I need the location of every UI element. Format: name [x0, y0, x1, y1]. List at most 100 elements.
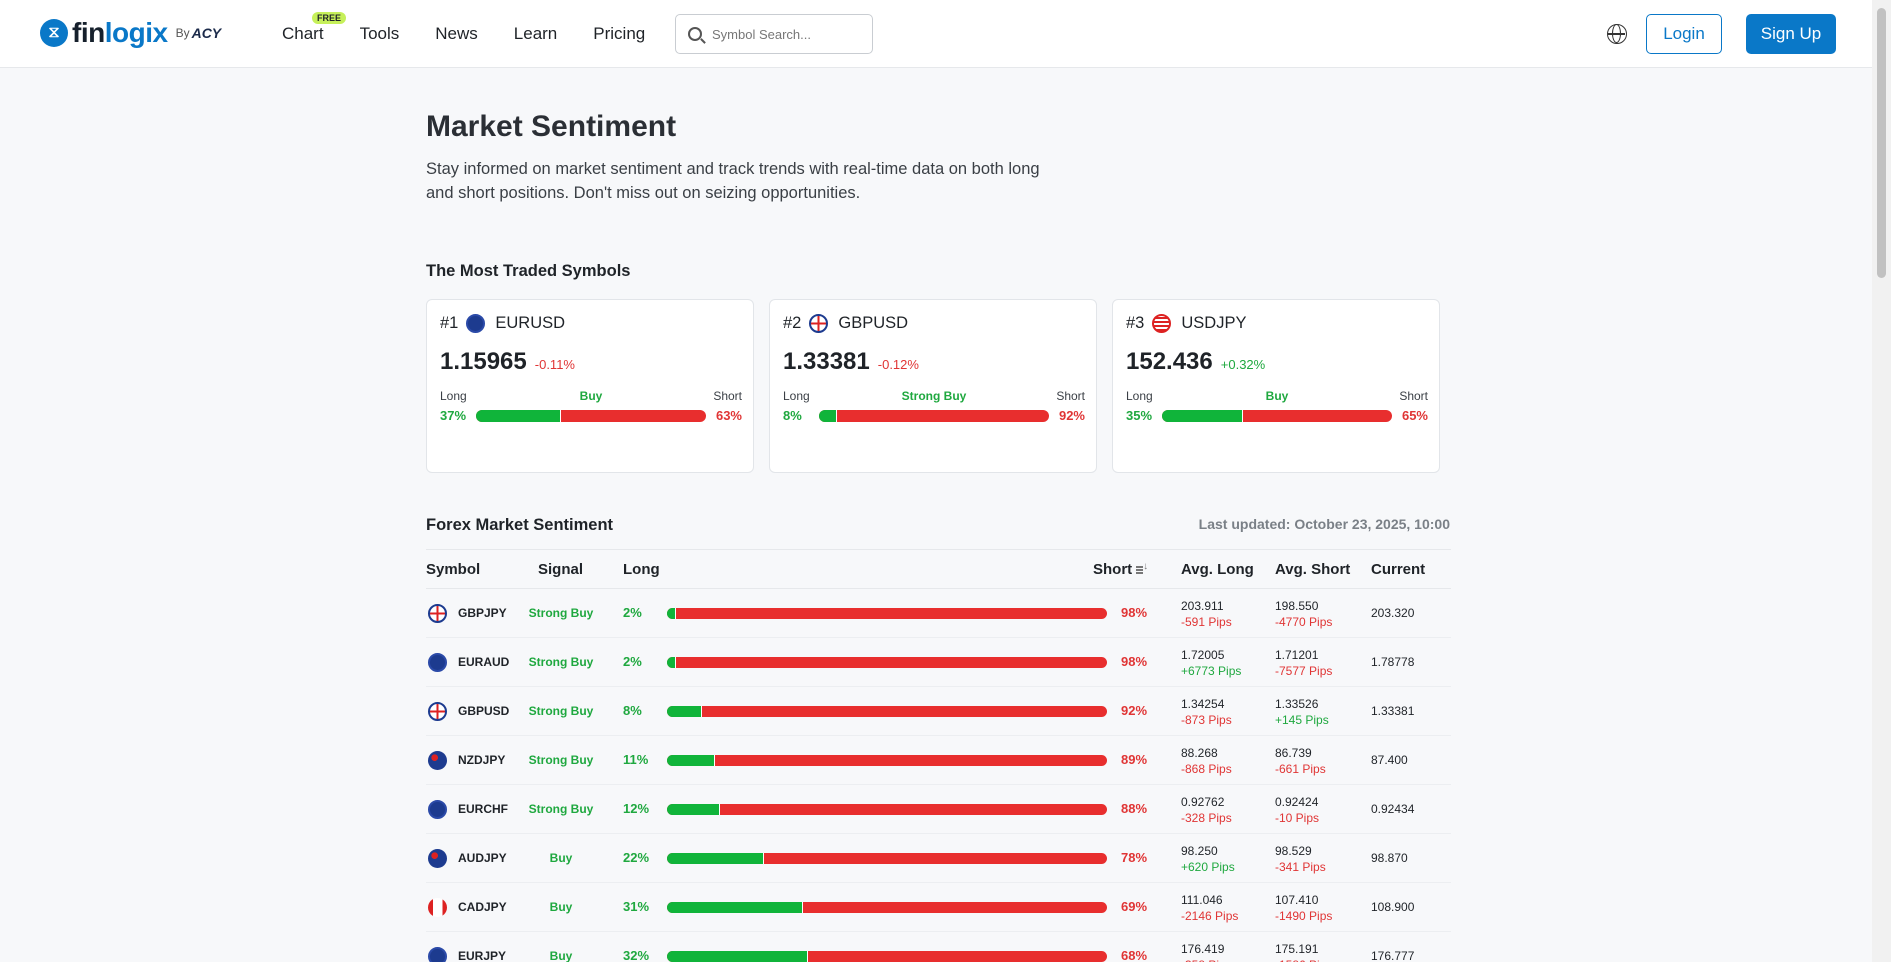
short-percent: 65% [1401, 408, 1428, 423]
symbol-card-eurusd[interactable]: #1 EURUSD 1.15965 -0.11% Long Buy Short … [426, 299, 754, 473]
nav-chart[interactable]: Chart FREE [282, 12, 347, 44]
row-symbol[interactable]: CADJPY [458, 900, 507, 914]
row-symbol[interactable]: GBPUSD [458, 704, 510, 718]
currency-flag-icon [809, 314, 829, 333]
row-symbol[interactable]: AUDJPY [458, 851, 507, 865]
nav-news[interactable]: News [435, 24, 478, 43]
row-symbol[interactable]: EURAUD [458, 655, 510, 669]
card-symbol: USDJPY [1181, 314, 1247, 332]
card-sentiment-bar: 35% 65% [1126, 408, 1428, 424]
nav-pricing[interactable]: Pricing [593, 24, 646, 43]
row-long-percent: 2% [623, 605, 642, 620]
table-row[interactable]: EURCHF Strong Buy 12% 88% 0.92762 -328 P… [426, 785, 1451, 834]
signup-button[interactable]: Sign Up [1746, 14, 1836, 54]
col-current[interactable]: Current [1371, 561, 1426, 578]
long-fill [667, 657, 676, 668]
long-fill [667, 951, 808, 962]
long-label: Long [783, 389, 810, 403]
table-row[interactable]: GBPUSD Strong Buy 8% 92% 1.34254 -873 Pi… [426, 687, 1451, 736]
long-percent: 37% [440, 408, 467, 423]
row-signal: Strong Buy [528, 753, 594, 767]
row-avg-long: 88.268 -868 Pips [1181, 746, 1232, 776]
col-short[interactable]: Short [1093, 561, 1148, 578]
card-sentiment-bar: 8% 92% [783, 408, 1085, 424]
long-fill [667, 706, 703, 717]
row-symbol[interactable]: EURCHF [458, 802, 508, 816]
row-symbol[interactable]: NZDJPY [458, 753, 506, 767]
most-traded-heading: The Most Traded Symbols [426, 262, 631, 280]
row-sentiment-bar [667, 853, 1107, 864]
row-avg-long: 0.92762 -328 Pips [1181, 795, 1232, 825]
sort-icon[interactable] [1136, 561, 1148, 575]
long-label: Long [1126, 389, 1153, 403]
page-scrollbar[interactable] [1872, 0, 1891, 962]
short-percent: 63% [715, 408, 742, 423]
row-sentiment-bar [667, 951, 1107, 962]
currency-flag-icon [1152, 314, 1172, 333]
card-rank: #2 [783, 314, 802, 332]
col-avg-short[interactable]: Avg. Short [1275, 561, 1351, 578]
table-row[interactable]: NZDJPY Strong Buy 11% 89% 88.268 -868 Pi… [426, 736, 1451, 785]
currency-flag-icon [428, 751, 447, 770]
row-avg-long: 1.34254 -873 Pips [1181, 697, 1232, 727]
table-row[interactable]: GBPJPY Strong Buy 2% 98% 203.911 -591 Pi… [426, 589, 1451, 638]
row-avg-short: 1.33526 +145 Pips [1275, 697, 1329, 727]
table-body: GBPJPY Strong Buy 2% 98% 203.911 -591 Pi… [426, 589, 1451, 962]
col-avg-long[interactable]: Avg. Long [1181, 561, 1254, 578]
currency-flag-icon [428, 947, 447, 962]
symbol-search[interactable] [675, 14, 873, 54]
page-title: Market Sentiment [426, 110, 677, 143]
nav-learn[interactable]: Learn [513, 24, 558, 43]
symbol-card-gbpusd[interactable]: #2 GBPUSD 1.33381 -0.12% Long Strong Buy… [769, 299, 1097, 473]
logo-wordmark: finlogix [72, 17, 168, 48]
nav-tools[interactable]: Tools [359, 24, 400, 43]
short-percent: 92% [1058, 408, 1085, 423]
currency-flag-icon [428, 849, 447, 868]
col-symbol[interactable]: Symbol [426, 561, 481, 578]
globe-icon[interactable] [1607, 24, 1627, 44]
row-current: 176.777 [1371, 949, 1415, 962]
long-fill [667, 608, 676, 619]
currency-flag-icon [428, 702, 447, 721]
card-price: 1.33381 [783, 348, 870, 375]
table-row[interactable]: CADJPY Buy 31% 69% 111.046 -2146 Pips 10… [426, 883, 1451, 932]
login-button[interactable]: Login [1646, 14, 1722, 54]
search-input[interactable] [712, 26, 862, 42]
row-short-percent: 78% [1121, 850, 1148, 865]
short-label: Short [1399, 389, 1428, 403]
row-avg-long: 176.419 -358 Pips [1181, 942, 1232, 962]
table-row[interactable]: EURAUD Strong Buy 2% 98% 1.72005 +6773 P… [426, 638, 1451, 687]
top-header: ⧖ finlogix By ACY Chart FREE Tools News … [0, 0, 1872, 68]
row-signal: Buy [549, 900, 573, 914]
col-signal[interactable]: Signal [538, 561, 584, 578]
row-short-percent: 98% [1121, 654, 1148, 669]
last-updated: Last updated: October 23, 2025, 10:00 [1198, 516, 1450, 532]
row-short-percent: 68% [1121, 948, 1148, 962]
card-change: -0.11% [534, 357, 575, 372]
symbol-card-usdjpy[interactable]: #3 USDJPY 152.436 +0.32% Long Buy Short … [1112, 299, 1440, 473]
col-long[interactable]: Long [623, 561, 660, 578]
row-symbol[interactable]: EURJPY [458, 949, 507, 962]
forex-heading: Forex Market Sentiment [426, 516, 614, 534]
logo-mark-icon: ⧖ [40, 19, 68, 47]
card-change: +0.32% [1220, 357, 1266, 372]
row-avg-long: 111.046 -2146 Pips [1181, 893, 1239, 923]
logo-by: By [175, 26, 190, 40]
long-label: Long [440, 389, 467, 403]
long-fill [667, 755, 716, 766]
long-fill [667, 853, 764, 864]
table-row[interactable]: AUDJPY Buy 22% 78% 98.250 +620 Pips 98.5… [426, 834, 1451, 883]
page-subtitle: Stay informed on market sentiment and tr… [426, 160, 1040, 202]
row-short-percent: 92% [1121, 703, 1148, 718]
sentiment-bar [476, 410, 706, 422]
finlogix-logo[interactable]: ⧖ finlogix By ACY [40, 17, 221, 49]
search-icon [688, 27, 702, 41]
currency-flag-icon [428, 604, 447, 623]
card-header: #1 EURUSD [440, 314, 565, 333]
table-row[interactable]: EURJPY Buy 32% 68% 176.419 -358 Pips 175… [426, 932, 1451, 962]
row-symbol[interactable]: GBPJPY [458, 606, 507, 620]
row-long-percent: 11% [623, 752, 649, 767]
long-percent: 8% [783, 408, 802, 423]
row-sentiment-bar [667, 657, 1107, 668]
scrollbar-thumb[interactable] [1877, 8, 1886, 278]
